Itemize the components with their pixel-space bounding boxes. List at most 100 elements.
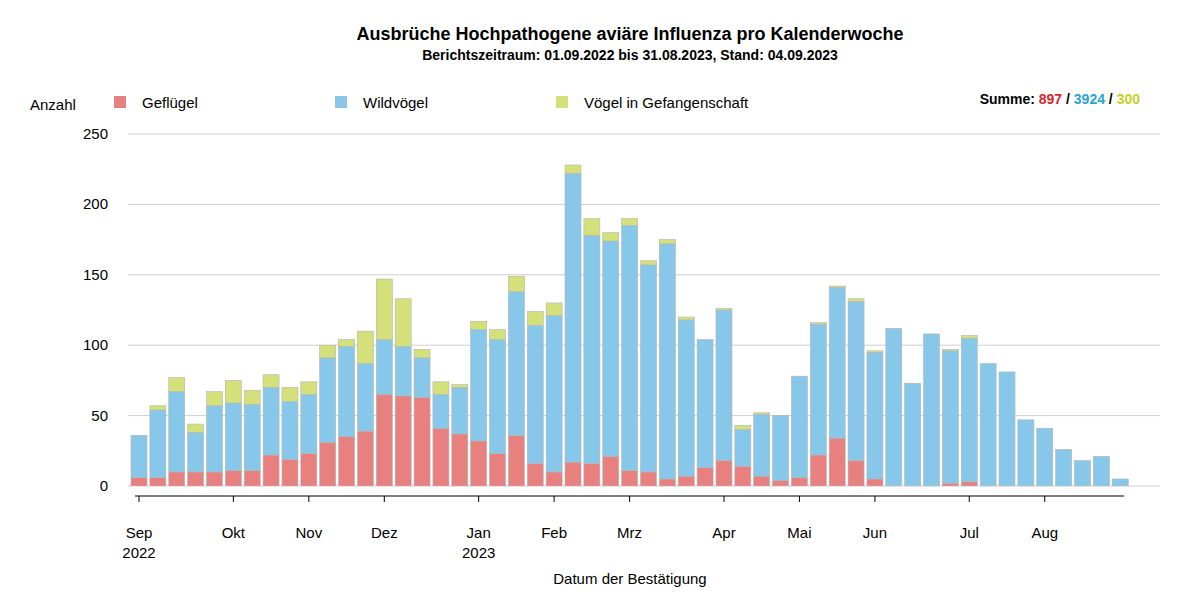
summary-separator: / [1062,91,1074,107]
bar-segment [678,317,694,320]
bar-segment [150,406,166,410]
bar-segment [773,415,789,416]
bar-segment [1075,460,1091,461]
y-axis-label: Anzahl [30,96,76,113]
bar-segment [716,310,732,461]
bar-segment [697,468,713,486]
bar-segment [169,378,185,392]
bar-segment [735,430,751,467]
x-tick-label-line: 2023 [462,544,495,561]
bar-segment [471,441,487,486]
x-tick-label: Aug [1031,524,1058,541]
bar-segment [1112,478,1128,479]
bar-segment [565,173,581,462]
bar-segment [357,331,373,363]
legend-swatch [556,96,568,108]
bars [131,165,1128,486]
bar-segment [433,382,449,395]
x-tick [233,496,234,502]
bar-segment [376,340,392,395]
bar-segment [150,410,166,478]
bar-segment [603,456,619,486]
bar-segment [225,471,241,486]
bar-segment [339,340,355,347]
bar-segment [320,345,336,358]
bar-segment [414,358,430,397]
bar-segment [490,330,506,340]
bar-segment [188,472,204,486]
bar-segment [508,276,524,291]
bar-segment [810,324,826,455]
y-tick-label: 100 [83,336,108,353]
bar-segment [339,437,355,486]
summary-total: 897 [1039,91,1063,107]
legend-label: Geflügel [142,94,198,111]
bar-segment [206,406,222,472]
bar-segment [376,279,392,340]
bar-segment [188,424,204,432]
bar-segment [716,309,732,310]
bar-segment [452,385,468,388]
bar-segment [433,428,449,486]
bar-segment [848,461,864,486]
bar-segment [829,287,845,438]
bar-segment [659,240,675,244]
legend-swatch [114,96,126,108]
bar-segment [263,455,279,486]
bar-segment [131,478,147,486]
bar-segment [678,320,694,476]
x-tick-label: Jun [863,524,887,541]
x-tick [1044,496,1045,502]
bar-segment [301,382,317,395]
bar-segment [942,351,958,483]
bar-segment [659,244,675,479]
x-tick-label-line: Apr [712,524,735,541]
bar-segment [414,349,430,357]
legend-label: Vögel in Gefangenschaft [584,94,749,111]
x-tick [969,496,970,502]
bar-segment [848,299,864,302]
bar-segment [527,311,543,325]
bar-segment [471,330,487,441]
bar-segment [754,413,770,414]
bar-segment [810,323,826,324]
bar-segment [942,483,958,486]
y-tick-label: 50 [91,407,108,424]
bar-segment [263,387,279,455]
summary-label: Summe: [980,91,1039,107]
x-tick-label: Nov [295,524,322,541]
x-axis-label: Datum der Bestätigung [553,570,706,587]
y-tick-label: 200 [83,195,108,212]
bar-segment [961,482,977,486]
bar-segment [622,471,638,486]
x-tick-label-line: Jun [863,524,887,541]
bar-segment [150,478,166,486]
bar-segment [244,390,260,404]
x-tick-label: Sep2022 [122,524,155,561]
legend-label: Wildvögel [363,94,428,111]
x-tick-label-line: Nov [295,524,322,541]
grid-line [128,204,1160,205]
bar-segment [867,479,883,486]
x-tick-label-line: Mai [787,524,811,541]
bar-segment [206,472,222,486]
bar-segment [961,335,977,338]
bar-segment [584,218,600,235]
bar-segment [357,364,373,432]
bar-segment [169,472,185,486]
summary-separator: / [1105,91,1117,107]
bar-segment [735,425,751,429]
bar-segment [791,376,807,477]
bar-segment [282,387,298,401]
bar-segment [754,414,770,476]
bar-segment [565,462,581,486]
x-tick-label-line: Okt [222,524,246,541]
bar-segment [622,218,638,225]
x-tick-label-line: Dez [371,524,398,541]
bar-segment [225,380,241,403]
x-tick-label-line: Aug [1031,524,1058,541]
bar-segment [414,397,430,486]
bar-segment [980,363,996,364]
bar-segment [584,235,600,463]
bar-segment [1018,419,1034,420]
